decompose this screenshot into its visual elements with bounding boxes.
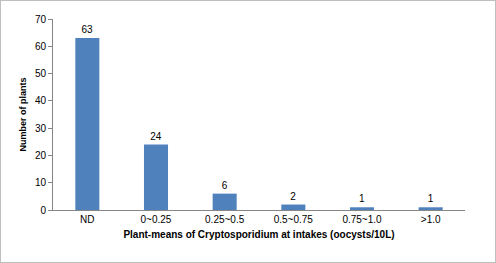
svg-text:1: 1 — [428, 193, 434, 204]
svg-text:50: 50 — [35, 68, 47, 79]
svg-text:30: 30 — [35, 123, 47, 134]
svg-text:Plant-means of Cryptosporidium: Plant-means of Cryptosporidium at intake… — [123, 229, 394, 240]
svg-text:0.75~1.0: 0.75~1.0 — [342, 214, 382, 225]
svg-text:>1.0: >1.0 — [421, 214, 441, 225]
svg-text:0~0.25: 0~0.25 — [141, 214, 172, 225]
svg-text:20: 20 — [35, 150, 47, 161]
svg-text:10: 10 — [35, 177, 47, 188]
svg-text:ND: ND — [80, 214, 94, 225]
svg-text:0.5~0.75: 0.5~0.75 — [274, 214, 314, 225]
svg-text:63: 63 — [82, 24, 94, 35]
svg-text:Number of plants: Number of plants — [18, 77, 28, 151]
svg-text:6: 6 — [222, 180, 228, 191]
svg-text:40: 40 — [35, 95, 47, 106]
svg-text:0.25~0.5: 0.25~0.5 — [205, 214, 245, 225]
svg-text:60: 60 — [35, 41, 47, 52]
svg-text:2: 2 — [290, 191, 296, 202]
svg-text:1: 1 — [359, 193, 365, 204]
svg-text:24: 24 — [150, 131, 162, 142]
svg-text:70: 70 — [35, 14, 47, 25]
svg-text:0: 0 — [40, 205, 46, 216]
